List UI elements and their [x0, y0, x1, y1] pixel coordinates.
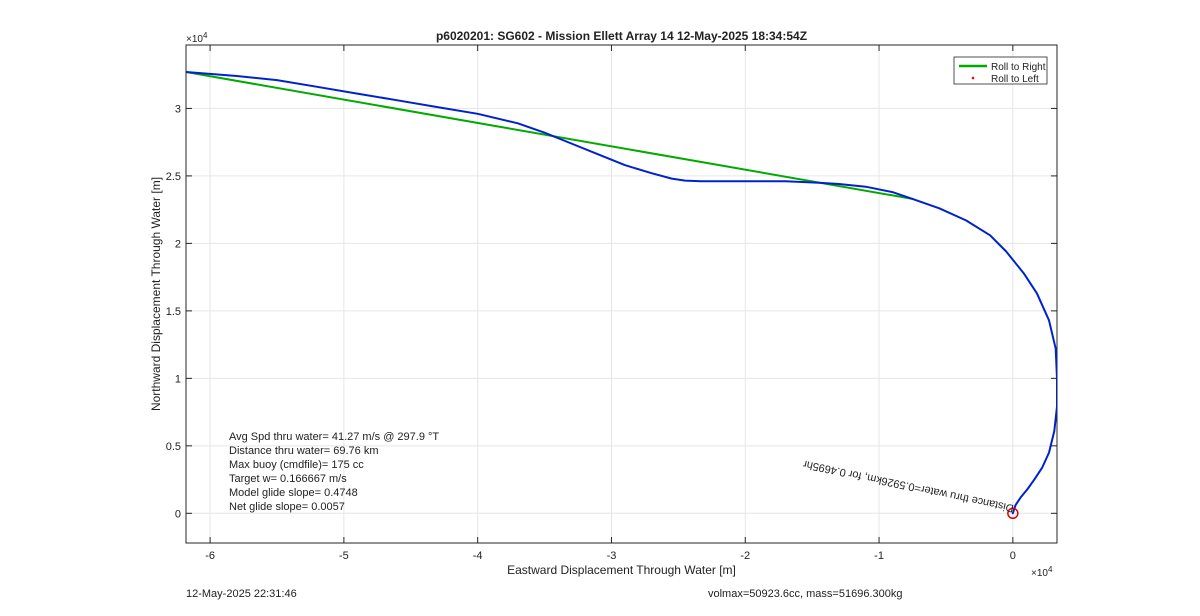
x-tick-label: -3	[607, 550, 617, 562]
y-tick-label: 0.5	[166, 441, 181, 453]
x-tick-label: -2	[740, 550, 750, 562]
axes-box	[185, 44, 1058, 544]
legend-box	[953, 56, 1048, 85]
chart-title: p6020201: SG602 - Mission Ellett Array 1…	[436, 29, 807, 43]
end-marker	[1007, 507, 1019, 520]
legend-label: Roll to Left	[991, 74, 1039, 85]
y-tick-label: 1	[175, 373, 181, 385]
legend-swatch-dot	[971, 76, 975, 80]
y-axis-label: Northward Displacement Through Water [m]	[149, 177, 163, 411]
stats-block: Avg Spd thru water= 41.27 m/s @ 297.9 °T…	[229, 430, 439, 514]
y-tick-label: 2	[175, 238, 181, 250]
y-exponent-label: ×104	[186, 31, 208, 45]
y-tick-label: 3	[175, 103, 181, 115]
plot-area	[186, 45, 1057, 543]
y-tick-label: 2.5	[166, 171, 181, 183]
x-tick-label: -5	[339, 550, 349, 562]
series-track-line	[186, 71, 1057, 515]
stat-net-glide-slope: Net glide slope= 0.0057	[229, 501, 345, 513]
x-tick-label: -6	[205, 550, 215, 562]
x-axis-label: Eastward Displacement Through Water [m]	[507, 563, 736, 577]
stat-model-glide-slope: Model glide slope= 0.4748	[229, 487, 358, 499]
footer-timestamp: 12-May-2025 22:31:46	[186, 588, 297, 600]
footer-vol-mass: volmax=50923.6cc, mass=51696.300kg	[708, 588, 903, 600]
stat-distance: Distance thru water= 69.76 km	[229, 445, 379, 457]
legend-label: Roll to Right	[991, 62, 1046, 73]
y-tick-label: 0	[175, 508, 181, 520]
x-tick-label: 0	[1010, 550, 1016, 562]
stat-max-buoy: Max buoy (cmdfile)= 175 cc	[229, 459, 364, 471]
data-layer	[186, 71, 1057, 520]
x-exponent-label: ×104	[1031, 565, 1053, 579]
stat-avg-speed: Avg Spd thru water= 41.27 m/s @ 297.9 °T	[229, 431, 440, 443]
stat-target-w: Target w= 0.166667 m/s	[229, 473, 347, 485]
y-tick-label: 1.5	[166, 306, 181, 318]
x-tick-label: -1	[874, 550, 884, 562]
x-tick-label: -4	[473, 550, 483, 562]
